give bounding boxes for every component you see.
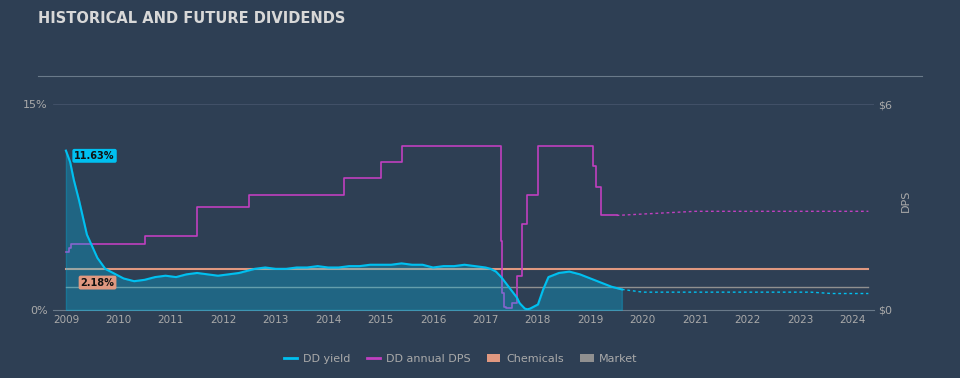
Legend: DD yield, DD annual DPS, Chemicals, Market: DD yield, DD annual DPS, Chemicals, Mark… [279,350,642,369]
Text: 11.63%: 11.63% [74,151,115,161]
Y-axis label: DPS: DPS [900,189,911,212]
Text: 2.18%: 2.18% [81,277,114,288]
Text: HISTORICAL AND FUTURE DIVIDENDS: HISTORICAL AND FUTURE DIVIDENDS [38,11,346,26]
